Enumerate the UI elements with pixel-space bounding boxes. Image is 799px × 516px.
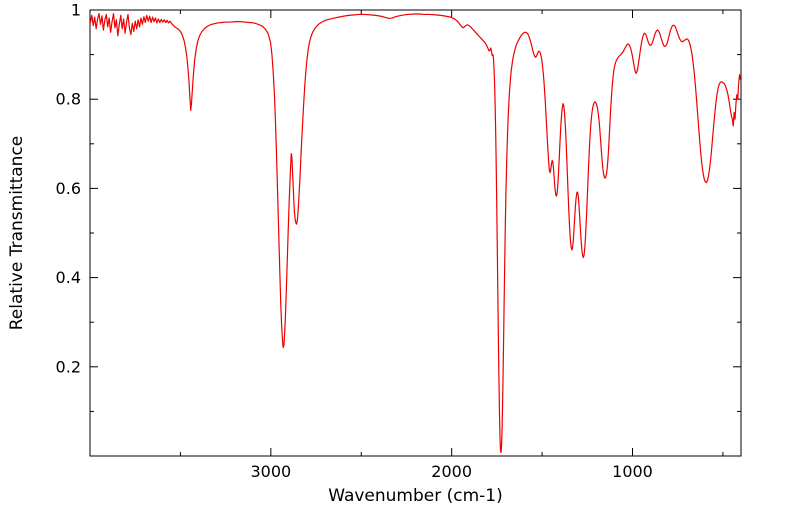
plot-border	[89, 9, 742, 457]
spectrum-line	[89, 12, 741, 454]
x-tick-label: 2000	[431, 462, 472, 481]
y-axis-label: Relative Transmittance	[7, 135, 27, 331]
y-tick-label: 0.2	[56, 357, 81, 376]
y-tick-label: 0.6	[56, 179, 81, 198]
x-tick-label: 1000	[612, 462, 653, 481]
x-tick-label: 3000	[250, 462, 291, 481]
y-tick-label: 0.8	[56, 90, 81, 109]
y-tick-label: 1	[71, 1, 81, 20]
y-tick-label: 0.4	[56, 268, 81, 287]
x-axis-label: Wavenumber (cm-1)	[328, 486, 503, 506]
